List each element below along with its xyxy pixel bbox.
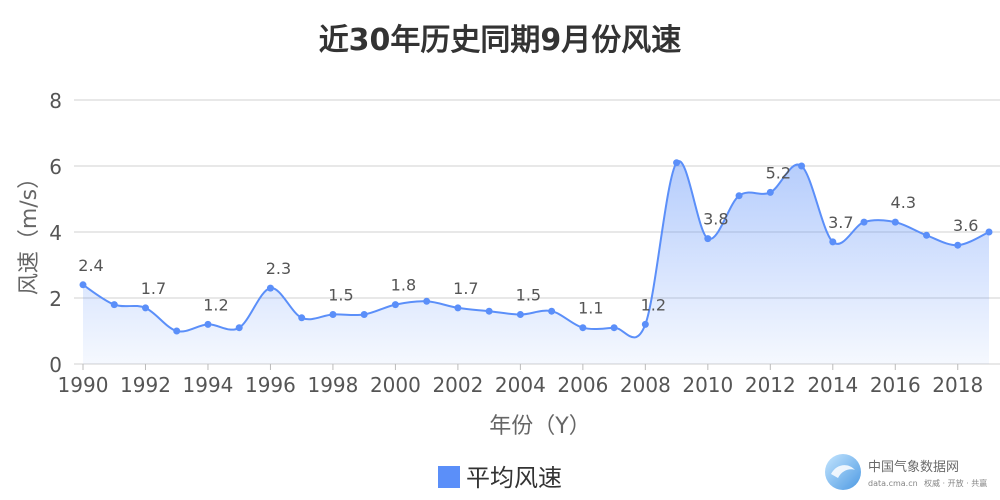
data-label-2014: 3.7 (828, 213, 853, 232)
x-tick-label: 2000 (370, 373, 421, 397)
chart-title: 近30年历史同期9月份风速 (319, 23, 682, 58)
x-tick-label: 2008 (620, 373, 671, 397)
legend-swatch[interactable] (438, 466, 460, 488)
data-point-1996[interactable] (266, 284, 274, 292)
x-tick-label: 2002 (432, 373, 483, 397)
x-axis-title: 年份（Y） (489, 414, 590, 439)
y-axis-title: 风速（m/s） (17, 167, 42, 295)
data-point-2001[interactable] (423, 297, 431, 305)
watermark-url: data.cma.cn (868, 479, 918, 488)
data-point-2005[interactable] (548, 307, 556, 315)
data-point-2009[interactable] (673, 159, 681, 167)
data-point-2016[interactable] (891, 218, 899, 226)
data-label-1996: 2.3 (266, 259, 291, 278)
data-label-2002: 1.7 (453, 279, 478, 298)
legend-label[interactable]: 平均风速 (466, 464, 562, 492)
data-point-2008[interactable] (641, 320, 649, 328)
data-label-1994: 1.2 (203, 295, 228, 314)
x-tick-label: 1992 (120, 373, 171, 397)
y-tick-label: 4 (49, 221, 62, 245)
x-tick-label: 2006 (557, 373, 608, 397)
data-points (79, 159, 993, 335)
data-label-2012: 5.2 (766, 163, 791, 182)
y-tick-label: 2 (49, 287, 62, 311)
data-label-1990: 2.4 (78, 256, 103, 275)
series-area (83, 161, 989, 364)
data-point-2004[interactable] (516, 311, 524, 318)
data-point-2002[interactable] (454, 304, 462, 312)
data-point-2014[interactable] (829, 238, 837, 246)
data-point-2017[interactable] (923, 231, 931, 239)
y-tick-label: 6 (49, 155, 62, 179)
data-label-2016: 4.3 (891, 193, 916, 212)
data-point-2000[interactable] (391, 301, 399, 309)
data-point-1995[interactable] (235, 324, 243, 332)
data-label-2000: 1.8 (391, 276, 416, 295)
data-point-1991[interactable] (110, 301, 118, 309)
y-tick-label: 0 (49, 353, 62, 377)
data-labels: 2.4 1.7 1.2 2.3 1.5 1.8 1.7 1.5 1.1 1.2 3.8 5.2 3.7 4… (78, 163, 978, 317)
x-tick-label: 1990 (58, 373, 109, 397)
x-tick-label: 2016 (870, 373, 921, 397)
watermark-logo: 中国气象数据网 data.cma.cn 权威 · 开放 · 共赢 (825, 454, 987, 490)
x-tick-label: 2010 (682, 373, 733, 397)
x-tick-label: 2004 (495, 373, 546, 397)
data-point-1997[interactable] (298, 314, 306, 322)
legend[interactable]: 平均风速 (438, 464, 562, 492)
y-tick-label: 8 (49, 89, 62, 113)
data-label-1992: 1.7 (141, 279, 166, 298)
data-point-1993[interactable] (173, 327, 181, 335)
x-tick-label: 2014 (807, 373, 858, 397)
data-point-1992[interactable] (141, 304, 149, 312)
data-point-2018[interactable] (954, 241, 962, 249)
x-tick-label: 1998 (307, 373, 358, 397)
data-label-2004: 1.5 (516, 286, 541, 305)
x-tick-label: 2012 (745, 373, 796, 397)
data-point-1990[interactable] (79, 281, 87, 289)
cma-logo-icon (825, 454, 861, 490)
data-point-2007[interactable] (610, 324, 618, 332)
data-point-2011[interactable] (735, 192, 743, 200)
cma-swirl-icon (831, 465, 855, 478)
data-point-1994[interactable] (204, 320, 212, 328)
watermark-slogan: 权威 · 开放 · 共赢 (924, 478, 987, 488)
data-label-2006: 1.1 (578, 299, 603, 318)
data-point-2015[interactable] (860, 218, 868, 226)
data-point-2019[interactable] (985, 228, 993, 236)
data-label-2010: 3.8 (703, 210, 728, 229)
data-point-2012[interactable] (766, 188, 774, 196)
x-tick-label: 2018 (932, 373, 983, 397)
data-label-2008: 1.2 (641, 295, 666, 314)
data-point-1998[interactable] (329, 311, 337, 318)
data-label-1998: 1.5 (328, 286, 353, 305)
watermark-name: 中国气象数据网 (868, 459, 959, 475)
x-axis-ticks: 1990 1992 1994 1996 1998 2000 2002 2004 2006 2008… (58, 364, 983, 397)
data-point-1999[interactable] (360, 311, 368, 318)
data-label-2018: 3.6 (953, 216, 978, 235)
y-axis-ticks: 0 2 4 6 8 (49, 89, 62, 377)
data-point-2010[interactable] (704, 235, 712, 243)
x-tick-label: 1994 (183, 373, 234, 397)
data-point-2003[interactable] (485, 307, 493, 315)
x-tick-label: 1996 (245, 373, 296, 397)
data-point-2006[interactable] (579, 324, 587, 332)
data-point-2013[interactable] (798, 162, 806, 170)
